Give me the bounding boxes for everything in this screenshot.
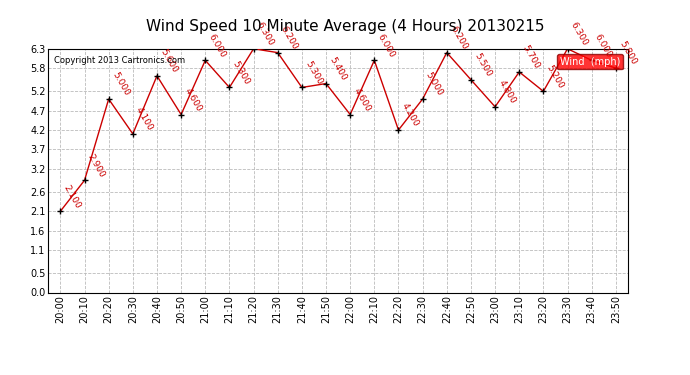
Text: 6.300: 6.300: [569, 21, 590, 47]
Legend: Wind  (mph): Wind (mph): [557, 54, 623, 69]
Text: 6.200: 6.200: [448, 24, 469, 51]
Text: 5.600: 5.600: [159, 48, 179, 75]
Text: 4.200: 4.200: [400, 102, 420, 129]
Text: 6.300: 6.300: [255, 21, 276, 47]
Text: 4.100: 4.100: [135, 106, 155, 132]
Text: 5.200: 5.200: [545, 63, 565, 90]
Text: 5.400: 5.400: [328, 56, 348, 82]
Text: 5.500: 5.500: [473, 51, 493, 78]
Text: 5.800: 5.800: [618, 40, 638, 67]
Text: 6.200: 6.200: [279, 24, 299, 51]
Text: 2.100: 2.100: [62, 183, 82, 210]
Text: 4.600: 4.600: [352, 86, 372, 113]
Text: 6.000: 6.000: [207, 32, 228, 59]
Text: 5.300: 5.300: [304, 59, 324, 86]
Text: 5.000: 5.000: [424, 71, 445, 98]
Text: 5.700: 5.700: [521, 44, 542, 70]
Text: 4.800: 4.800: [497, 79, 517, 105]
Text: 6.000: 6.000: [376, 32, 397, 59]
Text: 6.000: 6.000: [593, 32, 614, 59]
Text: 5.300: 5.300: [231, 59, 252, 86]
Text: Copyright 2013 Cartronics.com: Copyright 2013 Cartronics.com: [54, 56, 185, 65]
Text: 4.600: 4.600: [183, 86, 203, 113]
Text: 2.900: 2.900: [86, 152, 106, 179]
Text: 5.000: 5.000: [110, 71, 131, 98]
Text: Wind Speed 10 Minute Average (4 Hours) 20130215: Wind Speed 10 Minute Average (4 Hours) 2…: [146, 19, 544, 34]
